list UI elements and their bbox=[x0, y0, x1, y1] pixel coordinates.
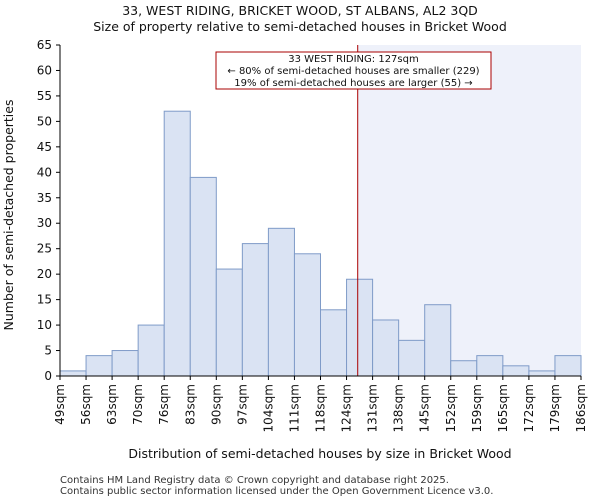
x-tick-label: 97sqm bbox=[235, 384, 249, 425]
x-tick-label: 145sqm bbox=[418, 384, 432, 432]
bar-159sqm bbox=[476, 355, 504, 377]
x-tick-label: 124sqm bbox=[340, 384, 354, 432]
bar-76sqm bbox=[163, 110, 191, 377]
x-tick-label: 131sqm bbox=[366, 384, 380, 432]
x-tick-label: 90sqm bbox=[209, 384, 223, 425]
x-tick-label: 70sqm bbox=[131, 384, 145, 425]
bar-179sqm bbox=[554, 355, 582, 377]
y-tick-label: 35 bbox=[37, 191, 52, 205]
x-tick-label: 104sqm bbox=[261, 384, 275, 432]
x-tick-label: 186sqm bbox=[574, 384, 588, 432]
y-tick-label: 30 bbox=[37, 216, 52, 230]
footer-copyright: Contains HM Land Registry data © Crown c… bbox=[60, 475, 449, 486]
chart-subtitle: Size of property relative to semi-detach… bbox=[93, 19, 507, 34]
bar-70sqm bbox=[137, 324, 165, 377]
annotation-line-1: 33 WEST RIDING: 127sqm bbox=[288, 54, 418, 65]
bar-104sqm bbox=[267, 227, 295, 377]
x-tick-label: 111sqm bbox=[287, 384, 301, 432]
annotation-line-2: ← 80% of semi-detached houses are smalle… bbox=[227, 66, 479, 77]
x-tick-label: 165sqm bbox=[496, 384, 510, 432]
x-axis-label: Distribution of semi-detached houses by … bbox=[128, 446, 511, 461]
y-tick-label: 25 bbox=[37, 242, 52, 256]
x-tick-label: 56sqm bbox=[79, 384, 93, 425]
x-tick-label: 49sqm bbox=[53, 384, 67, 425]
y-tick-label: 50 bbox=[37, 114, 52, 128]
y-tick-label: 40 bbox=[37, 165, 52, 179]
bar-118sqm bbox=[320, 309, 348, 377]
x-tick-label: 118sqm bbox=[314, 384, 328, 432]
bar-131sqm bbox=[372, 319, 400, 377]
x-tick-label: 138sqm bbox=[392, 384, 406, 432]
bars-group bbox=[59, 110, 582, 377]
footer-licence: Contains public sector information licen… bbox=[60, 486, 493, 497]
x-axis-ticks: 49sqm 56sqm 63sqm 70sqm 76sqm 83sqm 90sqm 97sqm… bbox=[53, 376, 588, 432]
bar-124sqm bbox=[346, 278, 374, 377]
x-tick-label: 76sqm bbox=[157, 384, 171, 425]
x-tick-label: 63sqm bbox=[105, 384, 119, 425]
bar-83sqm bbox=[189, 176, 217, 377]
bar-111sqm bbox=[293, 253, 322, 377]
chart-title: 33, WEST RIDING, BRICKET WOOD, ST ALBANS… bbox=[122, 3, 478, 18]
y-tick-label: 65 bbox=[37, 38, 52, 52]
annotation-frame bbox=[215, 51, 492, 90]
bar-49sqm bbox=[59, 370, 87, 377]
y-tick-label: 20 bbox=[37, 267, 52, 281]
annotation-line-3: 19% of semi-detached houses are larger (… bbox=[234, 78, 472, 89]
bar-138sqm bbox=[398, 339, 426, 377]
x-tick-label: 159sqm bbox=[470, 384, 484, 432]
bar-56sqm bbox=[85, 355, 113, 377]
bar-90sqm bbox=[215, 268, 243, 377]
y-tick-label: 10 bbox=[37, 318, 52, 332]
bar-63sqm bbox=[111, 350, 139, 377]
bar-97sqm bbox=[241, 243, 269, 377]
x-tick-label: 152sqm bbox=[444, 384, 458, 432]
bar-165sqm bbox=[502, 365, 530, 377]
y-axis-label: Number of semi-detached properties bbox=[1, 100, 16, 331]
y-tick-label: 15 bbox=[37, 293, 52, 307]
y-tick-label: 45 bbox=[37, 140, 52, 154]
y-tick-label: 5 bbox=[44, 344, 52, 358]
annotation-box: 33 WEST RIDING: 127sqm ← 80% of semi-det… bbox=[215, 51, 492, 90]
bar-145sqm bbox=[424, 304, 452, 377]
y-tick-label: 60 bbox=[37, 63, 52, 77]
y-tick-label: 55 bbox=[37, 89, 52, 103]
y-axis-ticks: 0 5 10 15 20 25 30 35 40 45 50 55 60 65 bbox=[37, 38, 60, 383]
bar-152sqm bbox=[450, 360, 478, 377]
bar-172sqm bbox=[528, 370, 556, 377]
x-tick-label: 83sqm bbox=[183, 384, 197, 425]
x-tick-label: 172sqm bbox=[522, 384, 536, 432]
x-tick-label: 179sqm bbox=[548, 384, 562, 432]
y-tick-label: 0 bbox=[44, 369, 52, 383]
